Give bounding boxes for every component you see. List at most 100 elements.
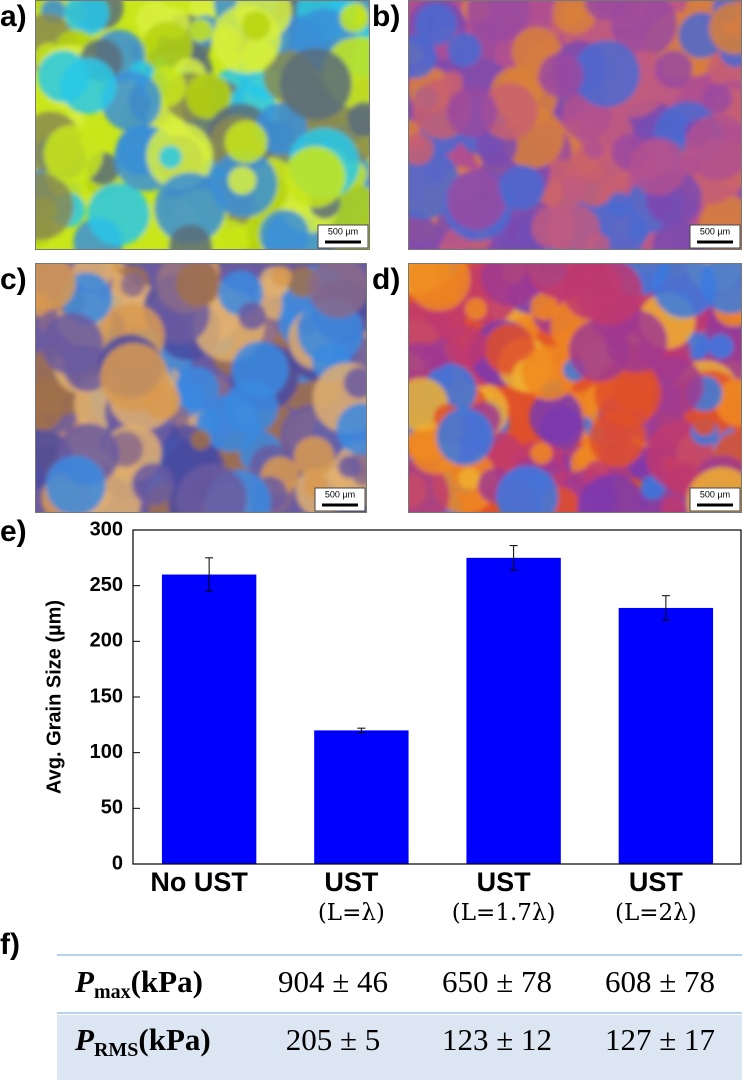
x-tick-label: UST [629, 867, 684, 897]
unit: (kPa) [138, 1022, 210, 1057]
grain [530, 442, 553, 465]
panel-label: c) [0, 263, 27, 296]
y-tick-label: 300 [90, 518, 123, 540]
grain [339, 3, 370, 33]
grain [584, 0, 626, 21]
bar [314, 730, 409, 864]
x-tick-label: UST [324, 867, 379, 897]
x-tick-sublabel: (L=λ) [318, 900, 385, 926]
grain [700, 263, 742, 314]
grain [224, 120, 268, 164]
grains [35, 0, 370, 250]
grain [255, 102, 308, 155]
grain [607, 192, 632, 218]
grain [241, 11, 271, 40]
grain [100, 343, 169, 412]
grain [612, 368, 656, 413]
micrograph-border [35, 263, 367, 513]
grain [652, 263, 717, 318]
micrograph: 500 µm [408, 0, 742, 250]
panel-label: f) [0, 928, 20, 961]
x-tick-sublabel: (L=2λ) [615, 900, 697, 926]
grain [628, 220, 650, 242]
grain [708, 333, 734, 359]
grain [175, 263, 221, 307]
micrograph: 500 µm [35, 263, 367, 513]
table-cell: 650 ± 78 [442, 964, 552, 999]
grain [701, 83, 733, 114]
grain [185, 72, 232, 119]
grain [415, 3, 458, 46]
grain [35, 263, 76, 311]
grain [227, 166, 257, 195]
grain [408, 263, 471, 312]
subscript: RMS [94, 1039, 138, 1061]
scale-label: 500 µm [700, 489, 730, 499]
grain [35, 172, 74, 240]
bar [161, 574, 257, 864]
grain [629, 137, 688, 196]
row-header: Pmax(kPa) [74, 964, 203, 1002]
grain [530, 292, 559, 321]
x-tick-sublabel: (L=1.7λ) [452, 900, 556, 926]
table-cell: 123 ± 12 [442, 1022, 552, 1057]
grain [238, 301, 266, 330]
grain [446, 170, 507, 230]
y-tick-label: 0 [112, 852, 123, 874]
grain [347, 101, 370, 137]
symbol: P [74, 964, 95, 999]
grain [573, 40, 640, 108]
scale-label: 500 µm [325, 489, 355, 499]
grain [458, 467, 481, 490]
grain [538, 53, 584, 98]
grain [190, 429, 212, 451]
grain [527, 263, 596, 300]
x-tick-label: No UST [150, 867, 248, 897]
grain [271, 265, 293, 287]
panel-label: a) [0, 0, 27, 33]
table: Pmax(kPa) 904 ± 46 650 ± 78 608 ± 78PRMS(kP… [74, 964, 715, 1060]
bar [466, 557, 561, 864]
panel-label: d) [372, 263, 400, 296]
grain [496, 465, 559, 513]
grain [561, 175, 588, 202]
micrograph: 500 µm [35, 0, 370, 250]
grain [610, 0, 677, 57]
grain [408, 210, 441, 250]
grain [547, 203, 601, 250]
y-tick-label: 200 [90, 630, 123, 652]
scale-label: 500 µm [700, 226, 730, 236]
y-tick-label: 100 [90, 741, 123, 763]
grain [605, 310, 668, 373]
grain [45, 455, 106, 513]
subscript: max [94, 981, 131, 1003]
grain [284, 146, 346, 208]
scale-label: 500 µm [328, 226, 358, 236]
grain [447, 32, 482, 68]
grains [408, 0, 742, 250]
grain [60, 57, 117, 115]
grain [35, 385, 64, 431]
grain [481, 263, 541, 307]
grain [176, 463, 247, 513]
grain [293, 436, 335, 478]
y-tick-label: 50 [101, 797, 123, 819]
grain [466, 0, 530, 42]
grain [201, 394, 260, 452]
y-tick-label: 250 [90, 574, 123, 596]
grain [154, 172, 226, 244]
unit: (kPa) [131, 964, 203, 999]
grain [188, 18, 213, 43]
row-header: PRMS(kPa) [74, 1022, 211, 1060]
panel-label: e) [0, 515, 27, 548]
grain [445, 324, 488, 367]
grain [408, 34, 437, 79]
grain [142, 21, 193, 73]
grains [408, 263, 742, 513]
grain [408, 133, 434, 166]
grain [343, 367, 367, 399]
panel-label: b) [372, 0, 400, 33]
table-cell: 127 ± 17 [605, 1022, 715, 1057]
grain [521, 345, 577, 401]
